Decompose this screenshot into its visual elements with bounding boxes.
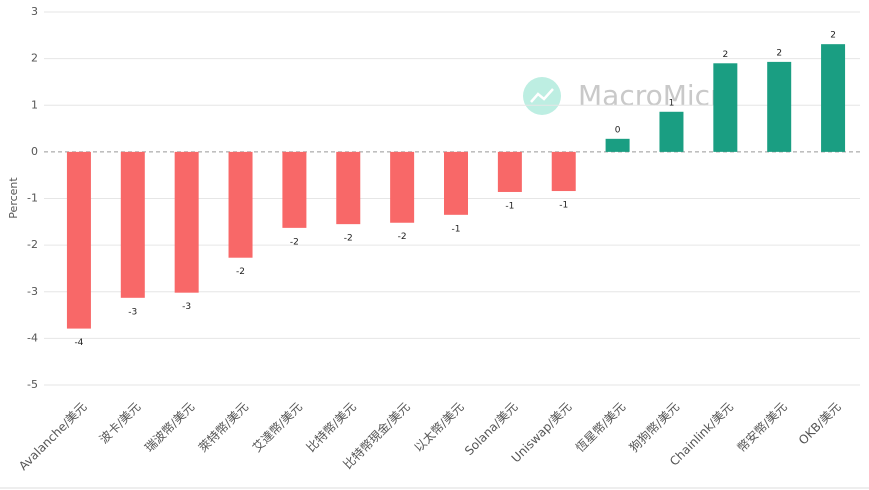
bar bbox=[767, 61, 792, 152]
x-tick-label: 艾達幣/美元 bbox=[250, 400, 305, 455]
x-tick-label: 幣安幣/美元 bbox=[734, 399, 790, 455]
y-tick-label: -1 bbox=[27, 192, 38, 205]
data-label: -2 bbox=[344, 234, 353, 244]
bar bbox=[713, 63, 738, 152]
data-label: -4 bbox=[74, 338, 83, 348]
bar bbox=[228, 151, 253, 258]
x-tick-label: 恆星幣/美元 bbox=[573, 400, 628, 455]
data-label: -2 bbox=[398, 232, 407, 242]
x-tick-label: 狗狗幣/美元 bbox=[627, 400, 682, 455]
bar bbox=[66, 151, 91, 329]
data-label: 2 bbox=[776, 48, 782, 58]
data-label: -2 bbox=[290, 237, 299, 247]
bar bbox=[659, 111, 684, 152]
data-label: -1 bbox=[559, 201, 568, 211]
bar bbox=[497, 151, 522, 192]
watermark-logo bbox=[523, 77, 561, 115]
x-tick-label: 以太幣/美元 bbox=[411, 399, 467, 455]
x-tick-label: 瑞波幣/美元 bbox=[142, 400, 197, 455]
data-label: -3 bbox=[182, 302, 191, 312]
watermark: MacroMicro bbox=[578, 79, 738, 112]
x-tick-label: Solana/美元 bbox=[462, 400, 520, 458]
x-tick-label: OKB/美元 bbox=[796, 400, 844, 448]
y-tick-label: 1 bbox=[31, 98, 38, 111]
x-tick-label: 萊特幣/美元 bbox=[195, 399, 251, 455]
y-tick-label: 0 bbox=[31, 145, 38, 158]
y-tick-label: -4 bbox=[27, 331, 38, 344]
data-label: 2 bbox=[722, 50, 728, 60]
data-label: -1 bbox=[505, 201, 514, 211]
x-tick-label: Avalanche/美元 bbox=[16, 400, 89, 473]
x-tick-label: 比特幣/美元 bbox=[303, 399, 359, 455]
y-tick-label: -2 bbox=[27, 238, 38, 251]
bar bbox=[551, 151, 576, 192]
bar bbox=[336, 151, 361, 225]
bar bbox=[120, 151, 145, 298]
bar bbox=[282, 151, 307, 228]
y-tick-label: -3 bbox=[27, 285, 38, 298]
y-tick-label: 2 bbox=[31, 52, 38, 65]
x-tick-label: 波卡/美元 bbox=[97, 400, 144, 447]
y-axis-label: Percent bbox=[7, 177, 20, 219]
bar bbox=[605, 138, 630, 152]
data-label: 2 bbox=[830, 31, 836, 41]
bar bbox=[174, 151, 199, 293]
bar bbox=[821, 44, 846, 152]
data-label: 1 bbox=[669, 98, 675, 108]
data-label: -3 bbox=[128, 307, 137, 317]
y-tick-label: 3 bbox=[31, 5, 38, 18]
bar bbox=[390, 151, 415, 223]
bar bbox=[444, 151, 468, 215]
y-tick-label: -5 bbox=[27, 378, 38, 391]
data-label: -2 bbox=[236, 267, 245, 277]
data-label: 0 bbox=[615, 125, 621, 135]
data-label: -1 bbox=[452, 224, 461, 234]
